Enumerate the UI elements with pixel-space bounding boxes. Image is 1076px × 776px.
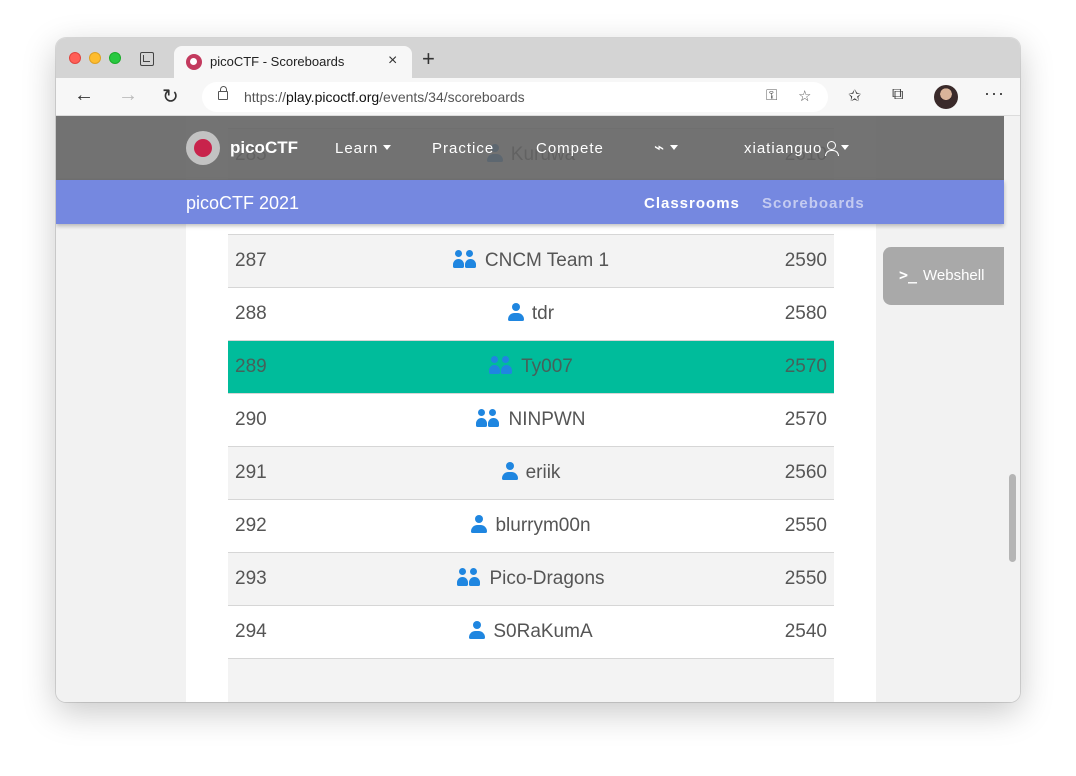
score-cell: 2590 [784, 250, 827, 271]
nav-username: xiatianguo [744, 140, 823, 157]
nav-user-menu[interactable]: xiatianguo [744, 140, 849, 157]
user-icon [825, 141, 840, 156]
picoctf-logo-icon[interactable] [186, 131, 220, 165]
tab-close-icon[interactable]: × [388, 52, 398, 69]
score-cell: 2560 [784, 462, 827, 483]
back-icon[interactable]: ← [74, 84, 94, 106]
activity-icon: ⌁ [654, 138, 666, 157]
name-cell: tdr [228, 303, 834, 325]
team-icon [489, 356, 513, 374]
activity-icon[interactable]: ⌁ [654, 138, 678, 158]
nav-practice[interactable]: Practice [432, 140, 495, 157]
name-cell: Ty007 [228, 356, 834, 378]
table-row: 294 S0RaKumA 2540 [228, 606, 834, 659]
scrollbar-thumb[interactable] [1009, 474, 1016, 562]
logo-text[interactable]: picoCTF [230, 138, 298, 157]
rank-cell: 287 [235, 250, 267, 271]
profile-avatar[interactable] [934, 85, 958, 109]
tab-scoreboards[interactable]: picoCTF - Scoreboards × [174, 46, 412, 78]
minimize-window-button[interactable] [89, 52, 101, 64]
name-cell: blurrym00n [228, 515, 834, 537]
rank-cell: 288 [235, 303, 267, 324]
table-row [228, 659, 834, 702]
score-cell: 2550 [784, 568, 827, 589]
address-bar[interactable]: https://play.picoctf.org/events/34/score… [202, 82, 828, 112]
rank-cell: 291 [235, 462, 267, 483]
user-icon [507, 303, 524, 321]
browser-window: picoCTF - Scoreboards × + ← → ↻ https://… [56, 38, 1020, 702]
webshell-button[interactable]: >_ Webshell [883, 247, 1004, 305]
name-cell: NINPWN [228, 409, 834, 431]
scrollbar[interactable] [1004, 116, 1020, 702]
player-name: blurrym00n [495, 515, 591, 536]
new-tab-button[interactable]: + [422, 46, 435, 71]
score-cell: 2570 [784, 409, 827, 430]
terminal-icon: >_ [899, 266, 918, 284]
score-cell: 2580 [784, 303, 827, 324]
page-viewport: 284amansingh2630285Kuruwa2610286PUGADLAW… [56, 116, 1020, 702]
collections-icon[interactable]: ⧉ [892, 86, 904, 103]
score-cell: 2550 [784, 515, 827, 536]
nav-compete[interactable]: Compete [536, 140, 604, 157]
lock-icon[interactable] [218, 86, 228, 100]
favorites-icon[interactable]: ✩ [848, 88, 862, 105]
sub-navbar: picoCTF 2021 Classrooms Scoreboards [56, 180, 1004, 224]
tab-title: picoCTF - Scoreboards [210, 54, 345, 69]
nav-learn[interactable]: Learn [335, 140, 391, 157]
picoctf-favicon-icon [186, 54, 202, 70]
user-icon [501, 462, 518, 480]
player-name: Ty007 [521, 356, 573, 377]
table-row: 288 tdr 2580 [228, 288, 834, 341]
rank-cell: 293 [235, 568, 267, 589]
table-row: 287 CNCM Team 1 2590 [228, 235, 834, 288]
player-name: S0RaKumA [493, 621, 593, 642]
more-menu-icon[interactable]: ··· [984, 83, 1005, 103]
add-favorite-icon[interactable]: ☆ [798, 88, 812, 105]
name-cell: S0RaKumA [228, 621, 834, 643]
team-icon [452, 250, 477, 268]
rank-cell: 294 [235, 621, 267, 642]
score-cell: 2570 [784, 356, 827, 377]
table-row: 292 blurrym00n 2550 [228, 500, 834, 553]
table-row: 289 Ty007 2570 [228, 341, 834, 394]
tab-actions-icon[interactable] [140, 52, 154, 66]
rank-cell: 292 [235, 515, 267, 536]
table-row: 290 NINPWN 2570 [228, 394, 834, 447]
player-name: Pico-Dragons [489, 568, 605, 589]
name-cell: eriik [228, 462, 834, 484]
name-cell: Pico-Dragons [228, 568, 834, 590]
forward-icon[interactable]: → [118, 84, 138, 106]
user-icon [469, 621, 486, 639]
score-cell: 2540 [784, 621, 827, 642]
player-name: tdr [531, 303, 555, 324]
player-name: CNCM Team 1 [484, 250, 610, 271]
webshell-label: Webshell [923, 267, 985, 284]
tab-strip: picoCTF - Scoreboards × + [56, 38, 1020, 78]
url-text[interactable]: https://play.picoctf.org/events/34/score… [244, 89, 525, 105]
top-navbar: picoCTF Learn Practice Compete ⌁ xiatian… [56, 116, 1004, 180]
key-icon[interactable]: ⚿ [766, 87, 778, 104]
close-window-button[interactable] [69, 52, 81, 64]
user-icon [471, 515, 488, 533]
subnav-scoreboards[interactable]: Scoreboards [762, 195, 865, 212]
subnav-classrooms[interactable]: Classrooms [644, 195, 740, 212]
zoom-window-button[interactable] [109, 52, 121, 64]
name-cell: CNCM Team 1 [228, 250, 834, 272]
reload-icon[interactable]: ↻ [162, 86, 179, 108]
event-title: picoCTF 2021 [186, 193, 300, 213]
rank-cell: 290 [235, 409, 267, 430]
table-row: 291 eriik 2560 [228, 447, 834, 500]
team-icon [476, 409, 500, 427]
player-name: eriik [525, 462, 561, 483]
player-name: NINPWN [508, 409, 586, 430]
team-icon [457, 568, 481, 586]
browser-toolbar: ← → ↻ https://play.picoctf.org/events/34… [56, 78, 1020, 116]
rank-cell: 289 [235, 356, 267, 377]
table-row: 293 Pico-Dragons 2550 [228, 553, 834, 606]
